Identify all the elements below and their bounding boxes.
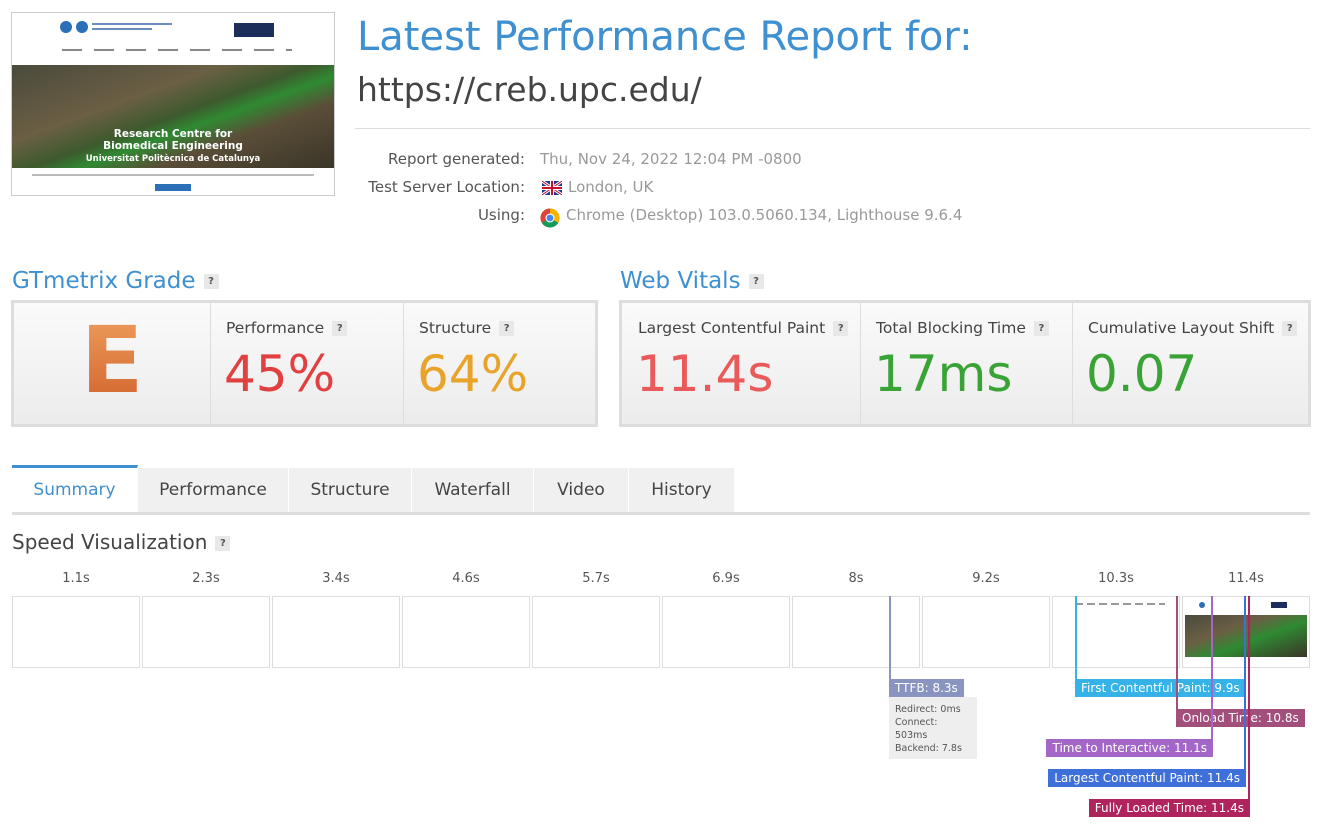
detail-row: Connect: 503ms — [895, 717, 938, 741]
vital-value: 11.4s — [636, 345, 774, 403]
frame-time: 3.4s — [322, 571, 350, 586]
marker-label: TTFB: 8.3s — [889, 679, 964, 697]
info-label: Report generated: — [387, 150, 525, 168]
tab[interactable]: Structure — [289, 468, 412, 512]
marker-line — [1176, 596, 1178, 709]
marker-line — [889, 596, 891, 679]
frame-time: 2.3s — [192, 571, 220, 586]
frame — [922, 596, 1050, 668]
marker-label: Time to Interactive: 11.1s — [1046, 739, 1213, 757]
frame — [662, 596, 790, 668]
frame-time: 4.6s — [452, 571, 480, 586]
vitals-box: Largest Contentful Paint? 11.4s Total Bl… — [619, 300, 1311, 427]
help-icon[interactable]: ? — [499, 321, 515, 336]
report-title: Latest Performance Report for: — [357, 14, 973, 60]
frame-time: 9.2s — [972, 571, 1000, 586]
grade-letter: E — [14, 307, 210, 414]
help-icon[interactable]: ? — [215, 536, 231, 551]
metric-value: 64% — [417, 345, 529, 403]
frame — [532, 596, 660, 668]
report-url[interactable]: https://creb.upc.edu/ — [357, 70, 702, 109]
info-value: Chrome (Desktop) 103.0.5060.134, Lightho… — [566, 206, 963, 224]
tab[interactable]: Video — [534, 468, 629, 512]
frame-time: 5.7s — [582, 571, 610, 586]
speed-heading: Speed Visualization? — [12, 530, 231, 554]
info-value: London, UK — [568, 178, 654, 196]
grade-title: GTmetrix Grade — [12, 268, 196, 294]
marker-line — [1075, 596, 1077, 679]
help-icon[interactable]: ? — [1033, 321, 1049, 336]
vitals-heading: Web Vitals? — [620, 268, 764, 294]
vitals-title: Web Vitals — [620, 268, 741, 294]
frame-time: 11.4s — [1228, 571, 1264, 586]
hero-title: Research Centre for Biomedical Engineeri… — [12, 128, 334, 152]
vital-label: Cumulative Layout Shift — [1088, 319, 1275, 337]
tab-underline — [12, 512, 1310, 515]
tab[interactable]: History — [629, 468, 735, 512]
frame-time: 6.9s — [712, 571, 740, 586]
frame-time: 10.3s — [1098, 571, 1134, 586]
metric-value: 45% — [224, 345, 336, 403]
vital-value: 0.07 — [1086, 345, 1198, 403]
vital-cell: Total Blocking Time? 17ms — [860, 303, 1073, 424]
vital-cell: Largest Contentful Paint? 11.4s — [622, 303, 861, 424]
frame-time: 8s — [848, 571, 864, 586]
frame — [792, 596, 920, 668]
tab[interactable]: Performance — [138, 468, 289, 512]
frame — [402, 596, 530, 668]
marker-label: Fully Loaded Time: 11.4s — [1088, 799, 1250, 817]
marker-details: Redirect: 0ms Connect: 503ms Backend: 7.8s — [889, 697, 977, 759]
chrome-icon — [540, 208, 560, 228]
frame — [12, 596, 140, 668]
frame-content — [1185, 615, 1307, 657]
detail-row: Redirect: 0ms — [895, 704, 961, 715]
tab[interactable]: Summary — [12, 465, 138, 512]
frame-content — [1199, 602, 1205, 608]
info-value: Thu, Nov 24, 2022 12:04 PM -0800 — [540, 150, 802, 168]
vital-label: Total Blocking Time — [876, 319, 1026, 337]
frame — [1182, 596, 1310, 668]
metric-label: Performance — [226, 319, 325, 337]
marker-label: Onload Time: 10.8s — [1176, 709, 1305, 727]
frame-content — [1271, 602, 1287, 608]
grade-box: E Performance? 45% Structure? 64% — [11, 300, 598, 427]
marker-line — [1211, 596, 1213, 739]
frame — [272, 596, 400, 668]
marker-line — [1244, 596, 1246, 769]
uk-flag — [542, 181, 562, 195]
marker-label: First Contentful Paint: 9.9s — [1075, 679, 1246, 697]
hero-title-text: Research Centre for Biomedical Engineeri… — [103, 128, 243, 152]
grade-cell: E — [14, 303, 211, 424]
frame — [1052, 596, 1180, 668]
site-thumbnail: Research Centre for Biomedical Engineeri… — [11, 12, 335, 196]
report-info: Report generated: Thu, Nov 24, 2022 12:0… — [0, 150, 1000, 240]
marker-label: Largest Contentful Paint: 11.4s — [1048, 769, 1246, 787]
help-icon[interactable]: ? — [203, 274, 219, 289]
frame — [142, 596, 270, 668]
info-label: Using: — [477, 206, 525, 224]
help-icon[interactable]: ? — [332, 321, 348, 336]
detail-row: Backend: 7.8s — [895, 743, 962, 754]
help-icon[interactable]: ? — [833, 321, 849, 336]
vital-value: 17ms — [874, 345, 1013, 403]
speed-title: Speed Visualization — [12, 530, 208, 554]
help-icon[interactable]: ? — [1282, 321, 1298, 336]
marker-line — [1248, 596, 1250, 799]
divider — [355, 128, 1310, 129]
vital-label: Largest Contentful Paint — [638, 319, 826, 337]
info-label: Test Server Location: — [368, 178, 525, 196]
hero-subtitle: Universitat Politècnica de Catalunya — [85, 154, 261, 164]
metric-label: Structure — [419, 319, 492, 337]
help-icon[interactable]: ? — [748, 274, 764, 289]
metric-cell: Performance? 45% — [210, 303, 404, 424]
frame-content — [1075, 603, 1165, 605]
frame-time: 1.1s — [62, 571, 90, 586]
grade-heading: GTmetrix Grade? — [12, 268, 219, 294]
tab[interactable]: Waterfall — [412, 468, 534, 512]
metric-cell: Structure? 64% — [403, 303, 595, 424]
vital-cell: Cumulative Layout Shift? 0.07 — [1072, 303, 1308, 424]
